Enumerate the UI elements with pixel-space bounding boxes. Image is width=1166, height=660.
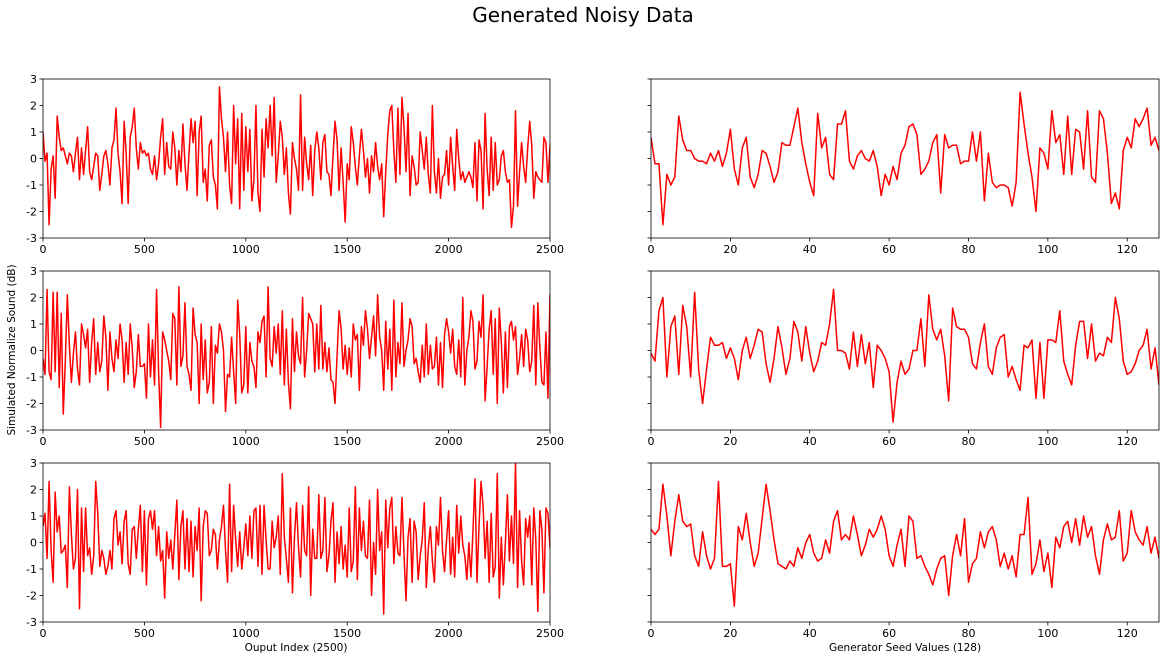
panel-r2c1-ytick-label: -2 xyxy=(26,398,37,411)
panel-r3c2-xtick-label: 0 xyxy=(648,627,655,640)
x-axis-label-left: Ouput Index (2500) xyxy=(245,642,348,654)
panel-r3c2-series-line xyxy=(651,480,1159,607)
panel-r2c1-ytick-label: 2 xyxy=(30,292,37,305)
panel-r1c2-series-line xyxy=(651,91,1159,226)
panel-r2c1-ytick-label: 1 xyxy=(30,318,37,331)
panel-r1c1-xtick-label: 0 xyxy=(40,243,47,256)
panel-r1c1-ytick-label: -2 xyxy=(26,206,37,219)
panel-r3c2: 0 20 40 60 80 100 120 xyxy=(647,462,1160,640)
panel-r2c2-series-line xyxy=(651,288,1159,423)
panel-r1c2-xtick-label: 20 xyxy=(723,243,737,256)
panel-r2c1-ytick-label: -1 xyxy=(26,371,37,384)
panel-r2c1-xtick-label: 1000 xyxy=(232,435,260,448)
panel-r1c2-xtick-label: 40 xyxy=(803,243,817,256)
panel-r2c1-xtick-label: 500 xyxy=(134,435,155,448)
panel-r3c1-ytick-label: 0 xyxy=(30,537,37,550)
y-axis-label: Simulated Normalize Sound (dB) xyxy=(6,264,18,435)
panel-r2c1-ytick-label: 0 xyxy=(30,345,37,358)
panel-r1c1-ytick-label: -3 xyxy=(26,232,37,245)
panel-r1c2-xtick-label: 0 xyxy=(648,243,655,256)
panel-r3c1-ytick-label: -1 xyxy=(26,563,37,576)
panel-r2c1-xtick-label: 0 xyxy=(40,435,47,448)
figure-title: Generated Noisy Data xyxy=(472,3,694,27)
panel-r1c2-xtick-label: 120 xyxy=(1117,243,1138,256)
panel-r1c1-xtick-label: 500 xyxy=(134,243,155,256)
panel-r3c1-ytick-label: 3 xyxy=(30,457,37,470)
panel-r2c2-frame xyxy=(650,270,1160,431)
panel-r3c1-xtick-label: 500 xyxy=(134,627,155,640)
panel-r3c1-ytick-label: 1 xyxy=(30,510,37,523)
panel-r3c1-xtick-label: 1000 xyxy=(232,627,260,640)
panel-r3c1-ytick-label: -2 xyxy=(26,590,37,603)
panel-r3c1-xtick-label: 1500 xyxy=(333,627,361,640)
panel-r3c2-xtick-label: 80 xyxy=(962,627,976,640)
panel-r3c1-ytick-label: 2 xyxy=(30,484,37,497)
panel-r2c2-xtick-label: 0 xyxy=(648,435,655,448)
panel-r1c1-ytick-label: 3 xyxy=(30,73,37,86)
panel-r2c2: 0 20 40 60 80 100 120 xyxy=(647,270,1160,448)
panel-r2c2-xtick-label: 20 xyxy=(723,435,737,448)
panel-r1c1-xtick-label: 2500 xyxy=(536,243,564,256)
panel-r1c1-series-line xyxy=(43,86,550,229)
panel-r1c1-xtick-label: 1000 xyxy=(232,243,260,256)
panel-r1c1-xtick-label: 2000 xyxy=(435,243,463,256)
panel-r2c2-xtick-label: 80 xyxy=(962,435,976,448)
panel-r3c2-frame xyxy=(650,462,1160,623)
panel-r1c1: -3 -2 -1 0 1 2 3 0 500 1000 1500 2000 2500 xyxy=(26,73,564,256)
panel-r1c2-xtick-label: 60 xyxy=(882,243,896,256)
panel-r1c2: 0 20 40 60 80 100 120 xyxy=(647,78,1160,256)
x-axis-label-right: Generator Seed Values (128) xyxy=(829,642,981,654)
panel-r2c2-xtick-label: 40 xyxy=(803,435,817,448)
panel-r3c2-xtick-label: 60 xyxy=(882,627,896,640)
panel-r3c2-xtick-label: 120 xyxy=(1117,627,1138,640)
panel-r2c2-xtick-label: 60 xyxy=(882,435,896,448)
panel-r2c2-xtick-label: 120 xyxy=(1117,435,1138,448)
panel-r1c2-xtick-label: 100 xyxy=(1037,243,1058,256)
panel-r3c2-xtick-label: 20 xyxy=(723,627,737,640)
panel-r3c1-xtick-label: 2500 xyxy=(536,627,564,640)
panel-r1c2-xtick-label: 80 xyxy=(962,243,976,256)
panel-r3c1-xtick-label: 0 xyxy=(40,627,47,640)
panel-r2c2-xtick-label: 100 xyxy=(1037,435,1058,448)
panel-r2c1-series-line xyxy=(43,286,550,429)
panel-r3c2-xtick-label: 40 xyxy=(803,627,817,640)
panel-r1c1-ytick-label: 1 xyxy=(30,126,37,139)
panel-r2c1-ytick-label: 3 xyxy=(30,265,37,278)
panel-r3c1-series-line xyxy=(43,463,550,615)
panel-r1c1-ytick-label: 0 xyxy=(30,153,37,166)
panel-r3c1-xtick-label: 2000 xyxy=(435,627,463,640)
panel-r3c2-xtick-label: 100 xyxy=(1037,627,1058,640)
panel-r1c1-ytick-label: 2 xyxy=(30,100,37,113)
panel-r3c1-ytick-label: -3 xyxy=(26,616,37,629)
panel-r2c1-xtick-label: 1500 xyxy=(333,435,361,448)
panel-r3c1: -3 -2 -1 0 1 2 3 0 500 1000 1500 2000 2500 xyxy=(26,457,564,640)
panel-r2c1-xtick-label: 2000 xyxy=(435,435,463,448)
panel-r2c1-ytick-label: -3 xyxy=(26,424,37,437)
panel-r2c1-xtick-label: 2500 xyxy=(536,435,564,448)
panel-r2c1: -3 -2 -1 0 1 2 3 0 500 1000 1500 2000 2500 xyxy=(26,265,564,448)
panel-r1c1-ytick-label: -1 xyxy=(26,179,37,192)
panel-r1c1-xtick-label: 1500 xyxy=(333,243,361,256)
